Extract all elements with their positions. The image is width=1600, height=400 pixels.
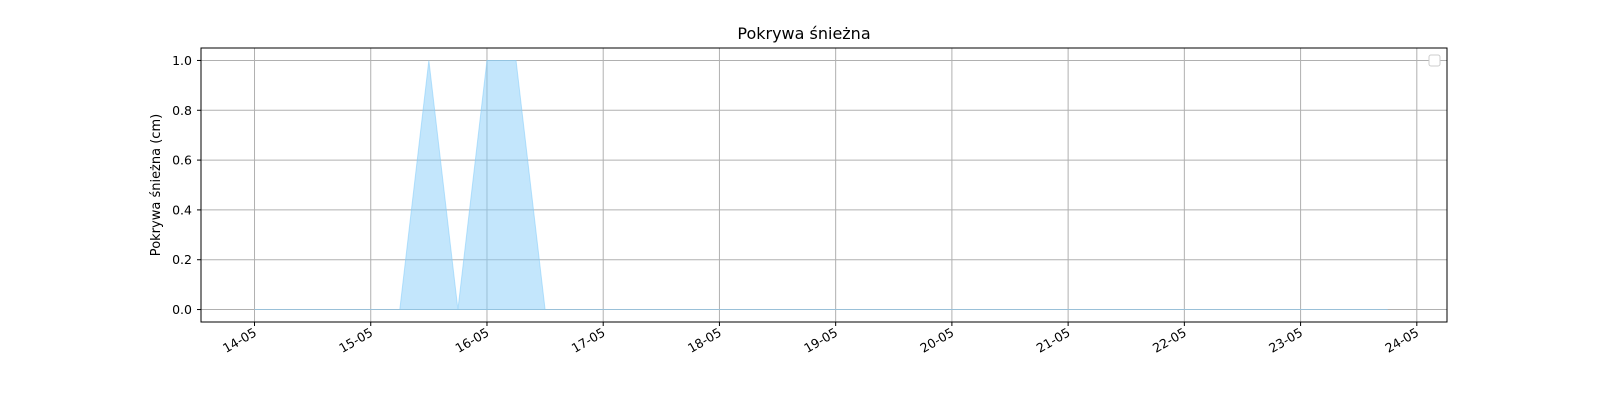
series-area: [254, 59, 1388, 311]
chart-title: Pokrywa śnieżna: [737, 24, 870, 43]
y-tick-label: 0.4: [172, 202, 192, 217]
x-axis-ticks: 14-05 15-05 16-05 17-05 18-05 19-05 20-05 21-05…: [220, 322, 1421, 356]
y-axis-label: Pokrywa śnieżna (cm): [149, 114, 164, 256]
x-tick-label: 14-05: [220, 325, 259, 356]
y-tick-label: 0.2: [172, 252, 192, 267]
plot-frame: [200, 47, 1448, 323]
x-tick-label: 20-05: [917, 325, 956, 356]
x-tick-label: 22-05: [1150, 325, 1189, 356]
y-tick-label: 0.8: [172, 103, 192, 118]
y-tick-label: 0.0: [172, 302, 192, 317]
x-tick-label: 16-05: [453, 325, 492, 356]
y-tick-label: 1.0: [172, 53, 192, 68]
legend-box: [1428, 54, 1441, 67]
x-tick-label: 18-05: [685, 325, 724, 356]
grid: [201, 48, 1447, 322]
x-tick-label: 19-05: [801, 325, 840, 356]
y-tick-label: 0.6: [172, 153, 192, 168]
snow-cover-area: [254, 59, 1388, 311]
x-tick-label: 21-05: [1034, 325, 1073, 356]
x-tick-label: 17-05: [569, 325, 608, 356]
x-tick-label: 15-05: [336, 325, 375, 356]
x-tick-label: 24-05: [1382, 325, 1421, 356]
y-axis-ticks: 0.0 0.2 0.4 0.6 0.8 1.0: [172, 53, 201, 317]
x-tick-label: 23-05: [1266, 325, 1305, 356]
